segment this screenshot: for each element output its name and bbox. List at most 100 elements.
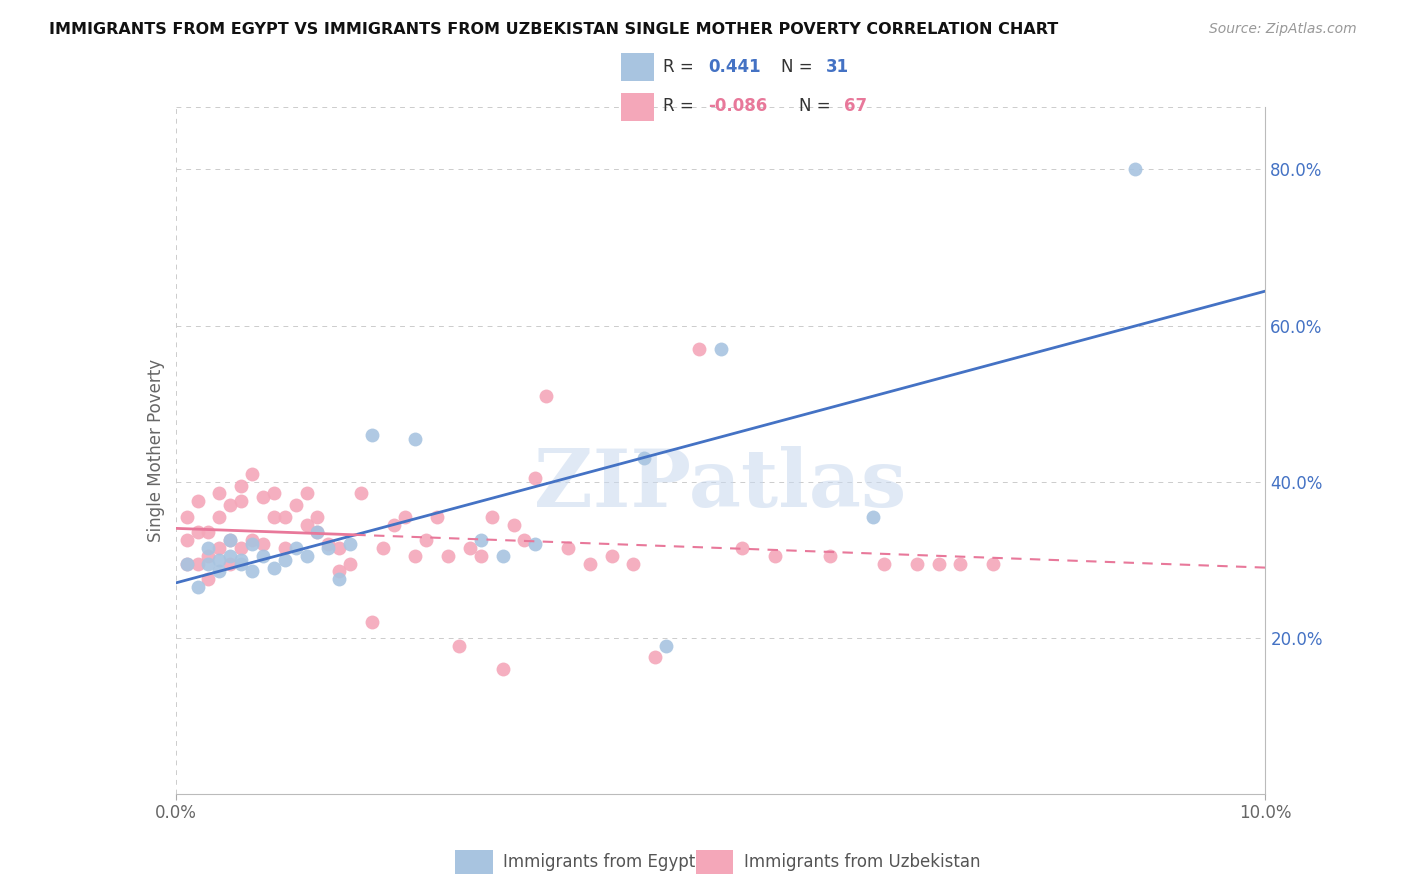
Bar xyxy=(456,850,492,873)
Point xyxy=(240,467,263,481)
Point xyxy=(197,541,219,555)
Point xyxy=(208,509,231,524)
Point xyxy=(307,525,329,540)
Point xyxy=(252,537,274,551)
Point xyxy=(197,549,219,563)
Text: Immigrants from Egypt: Immigrants from Egypt xyxy=(503,853,696,871)
Point xyxy=(644,650,666,665)
Point xyxy=(818,549,841,563)
Point xyxy=(284,541,307,555)
Point xyxy=(295,486,318,500)
Text: N =: N = xyxy=(799,97,831,115)
Y-axis label: Single Mother Poverty: Single Mother Poverty xyxy=(146,359,165,542)
Point xyxy=(307,525,329,540)
Point xyxy=(557,541,579,555)
Point xyxy=(240,565,263,579)
Point xyxy=(318,541,340,555)
Point xyxy=(524,471,547,485)
Point xyxy=(415,533,437,548)
Point xyxy=(186,525,209,540)
Point xyxy=(492,549,515,563)
Text: IMMIGRANTS FROM EGYPT VS IMMIGRANTS FROM UZBEKISTAN SINGLE MOTHER POVERTY CORREL: IMMIGRANTS FROM EGYPT VS IMMIGRANTS FROM… xyxy=(49,22,1059,37)
Text: Source: ZipAtlas.com: Source: ZipAtlas.com xyxy=(1209,22,1357,37)
Point xyxy=(219,498,242,512)
Point xyxy=(447,639,470,653)
Point xyxy=(186,494,209,508)
Point xyxy=(219,533,242,548)
Point xyxy=(295,517,318,532)
Point xyxy=(470,549,492,563)
Point xyxy=(284,498,307,512)
Bar xyxy=(620,93,654,120)
Point xyxy=(873,557,896,571)
Point xyxy=(219,557,242,571)
Point xyxy=(231,552,253,567)
Point xyxy=(274,552,297,567)
Point xyxy=(492,662,515,676)
Point xyxy=(655,639,678,653)
Point xyxy=(274,541,297,555)
Point xyxy=(339,557,361,571)
Point xyxy=(328,541,350,555)
Point xyxy=(360,427,382,442)
Point xyxy=(949,557,972,571)
Point xyxy=(231,494,253,508)
Point xyxy=(394,509,416,524)
Point xyxy=(426,509,449,524)
Point xyxy=(621,557,644,571)
Point xyxy=(176,509,198,524)
Point xyxy=(252,490,274,504)
Point xyxy=(274,509,297,524)
Point xyxy=(176,557,198,571)
Point xyxy=(240,533,263,548)
Text: 31: 31 xyxy=(827,59,849,77)
Point xyxy=(197,572,219,586)
Point xyxy=(219,549,242,563)
Point xyxy=(263,486,285,500)
Point xyxy=(176,533,198,548)
Point xyxy=(437,549,460,563)
Point xyxy=(263,509,285,524)
Point xyxy=(763,549,786,563)
Point xyxy=(481,509,503,524)
Point xyxy=(405,549,427,563)
Point xyxy=(231,541,253,555)
Text: R =: R = xyxy=(664,59,693,77)
Point xyxy=(502,517,524,532)
Point xyxy=(513,533,536,548)
Point xyxy=(382,517,405,532)
Point xyxy=(176,557,198,571)
Point xyxy=(633,451,655,466)
Point xyxy=(470,533,492,548)
Point xyxy=(339,537,361,551)
Point xyxy=(534,389,557,403)
Text: R =: R = xyxy=(664,97,693,115)
Point xyxy=(688,342,710,356)
Point xyxy=(579,557,602,571)
Bar xyxy=(620,54,654,81)
Point xyxy=(458,541,481,555)
Point xyxy=(186,580,209,594)
Point xyxy=(350,486,373,500)
Text: -0.086: -0.086 xyxy=(709,97,768,115)
Point xyxy=(295,549,318,563)
Point xyxy=(360,615,382,630)
Point xyxy=(186,557,209,571)
Text: 0.441: 0.441 xyxy=(709,59,761,77)
Point xyxy=(862,509,884,524)
Point xyxy=(208,486,231,500)
Point xyxy=(219,533,242,548)
Point xyxy=(710,342,733,356)
Point xyxy=(197,557,219,571)
Bar xyxy=(696,850,733,873)
Point xyxy=(905,557,928,571)
Point xyxy=(231,478,253,492)
Point xyxy=(208,565,231,579)
Point xyxy=(405,432,427,446)
Point xyxy=(231,557,253,571)
Text: Immigrants from Uzbekistan: Immigrants from Uzbekistan xyxy=(744,853,980,871)
Point xyxy=(197,525,219,540)
Point xyxy=(1123,162,1146,177)
Point xyxy=(981,557,1004,571)
Point xyxy=(240,537,263,551)
